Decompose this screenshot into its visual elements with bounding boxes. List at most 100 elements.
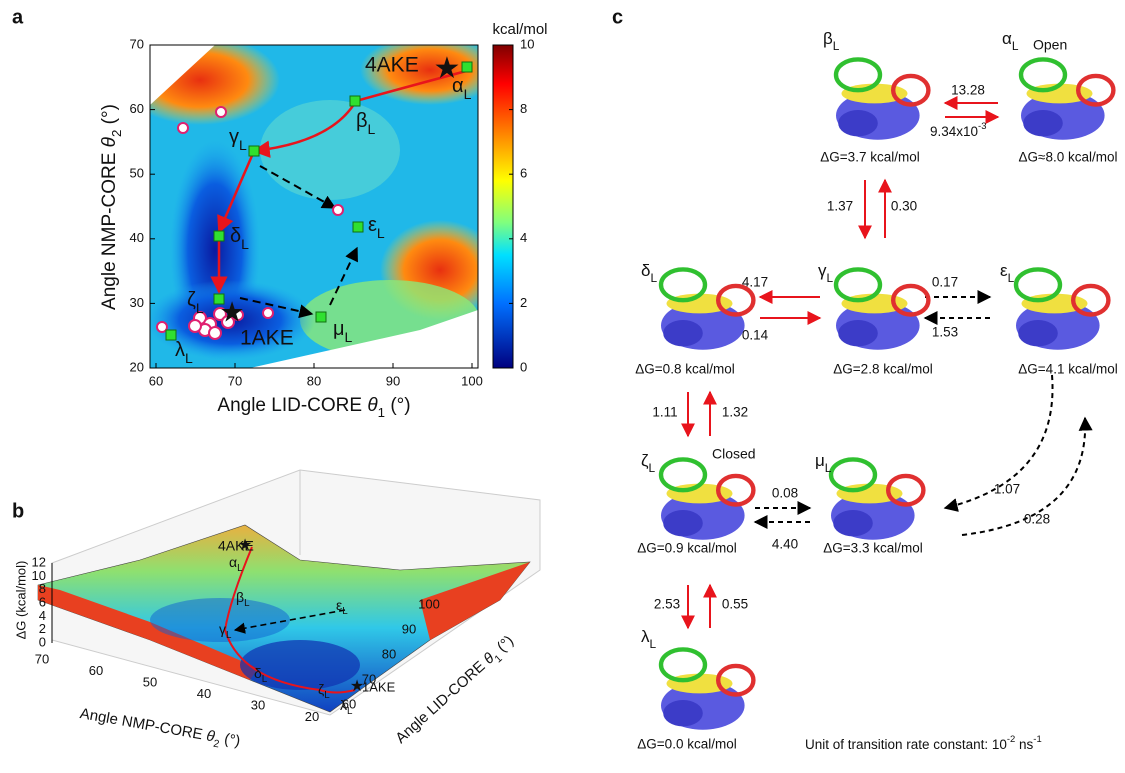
colorbar — [493, 45, 513, 368]
lid-tick-label: 100 — [418, 596, 440, 611]
colorbar-tick-label: 4 — [520, 230, 527, 245]
contour-map-part: ★ — [219, 296, 244, 327]
rate-label: 4.40 — [772, 537, 798, 552]
state-label-part: δ — [230, 225, 241, 247]
rate-label: 0.17 — [932, 275, 958, 290]
state-label: βL — [823, 29, 840, 53]
contour-map-part-part — [263, 308, 273, 318]
state-label: γL — [818, 261, 834, 285]
state-label-part: L — [650, 271, 657, 285]
rate-label: 1.53 — [932, 325, 958, 340]
nmp-axis-title-part: Angle NMP-CORE — [79, 705, 208, 744]
rate-label: 0.55 — [722, 597, 748, 612]
rate-label: 1.07 — [994, 482, 1020, 497]
unit-note-part: ns — [1015, 737, 1033, 752]
state-label-part: δ — [641, 261, 650, 280]
closed-tag: Closed — [712, 446, 756, 462]
state-label-part: L — [649, 461, 656, 475]
rate-label: 9.34x10-3 — [930, 121, 986, 139]
state-label-part: L — [244, 598, 250, 609]
protein-structures-part — [661, 649, 753, 729]
state-label-part: β — [823, 29, 833, 48]
contour-map: ★ ★ — [120, 35, 500, 368]
colorbar-tick-label: 6 — [520, 166, 527, 181]
nmp-tick-label: 30 — [251, 697, 265, 712]
contour-map-part-part — [178, 123, 188, 133]
state-label-part: L — [196, 300, 204, 316]
colorbar-tick-label: 8 — [520, 101, 527, 116]
contour-map-part-part — [216, 107, 226, 117]
lid-axis-title-part: Angle LID-CORE — [392, 655, 491, 747]
rate-label: 0.30 — [891, 199, 917, 214]
rate-label: 0.08 — [772, 486, 798, 501]
rate-label-part: -3 — [978, 121, 986, 132]
x-tick-label: 100 — [461, 373, 483, 388]
panel-label: b — [12, 500, 24, 522]
y-tick-label: 20 — [130, 359, 144, 374]
state-label-part: ζ — [187, 289, 196, 311]
rate-label: 1.11 — [652, 405, 677, 420]
nmp-axis-title: Angle NMP-CORE θ2 (°) — [78, 705, 242, 754]
state-label: δL — [641, 261, 657, 285]
unit-note: Unit of transition rate constant: 10-2 n… — [805, 734, 1042, 752]
y-axis-title-part: 2 — [109, 130, 124, 137]
open-tag: Open — [1033, 37, 1067, 53]
protein-structures-part — [661, 269, 753, 349]
rate-label: 13.28 — [951, 83, 985, 98]
state-label-part: L — [345, 329, 353, 345]
protein-structures-part — [831, 459, 923, 539]
nmp-tick-label: 20 — [305, 709, 319, 724]
x-axis-title-part: Angle LID-CORE — [217, 395, 367, 416]
contour-map-part-part — [316, 312, 326, 322]
colorbar-tick-label: 10 — [520, 36, 534, 51]
z-axis-title: ΔG (kcal/mol) — [13, 561, 28, 640]
protein-structures-part — [661, 459, 753, 539]
state-label-part: L — [185, 350, 193, 366]
unit-note-part: -2 — [1007, 734, 1015, 745]
rate-label-part: 9.34x10 — [930, 124, 978, 139]
structure-label: 4AKE — [365, 54, 419, 77]
state-label-part: α — [1002, 29, 1012, 48]
unit-note-part: -1 — [1033, 734, 1041, 745]
contour-map-part-part — [249, 146, 259, 156]
colorbar-tick-label: 0 — [520, 359, 527, 374]
rate-label: 0.28 — [1024, 512, 1050, 527]
colorbar-tick-label: 2 — [520, 295, 527, 310]
y-tick-label: 50 — [130, 166, 144, 181]
rate-label: 4.17 — [742, 275, 768, 290]
contour-map-part-part — [209, 327, 221, 339]
protein-structures-part — [836, 59, 928, 139]
state-label-part: L — [650, 637, 657, 651]
lid-tick-label: 90 — [402, 621, 416, 636]
energy-label: ΔG=2.8 kcal/mol — [833, 362, 932, 377]
colorbar-title: kcal/mol — [492, 21, 547, 38]
x-tick-label: 80 — [307, 373, 321, 388]
state-label-part: L — [324, 690, 330, 701]
state-label-part: λ — [175, 339, 185, 361]
y-tick-label: 30 — [130, 295, 144, 310]
state-label-part: L — [1008, 271, 1015, 285]
y-tick-label: 40 — [130, 230, 144, 245]
y-axis-title-part: Angle NMP-CORE — [99, 147, 120, 310]
state-label-part: L — [827, 271, 834, 285]
state-label-part: L — [347, 706, 353, 717]
y-tick-label: 60 — [130, 101, 144, 116]
protein-structures-part — [1016, 269, 1108, 349]
x-axis-title-part: 1 — [378, 405, 385, 420]
structure-label: 4AKE — [218, 538, 254, 554]
nmp-tick-label: 50 — [143, 674, 157, 689]
state-label-part: ε — [368, 214, 377, 236]
rate-label: 1.32 — [722, 405, 748, 420]
y-axis-title: Angle NMP-CORE θ2 (°) — [99, 104, 124, 310]
contour-map-part-part — [353, 222, 363, 232]
energy-label: ΔG=0.9 kcal/mol — [637, 541, 736, 556]
contour-map-part-part — [333, 205, 343, 215]
rate-label: 2.53 — [654, 597, 680, 612]
y-tick-label: 70 — [130, 36, 144, 51]
state-label: μL — [815, 451, 832, 475]
state-label-part: β — [236, 589, 244, 605]
energy-label: ΔG=0.8 kcal/mol — [635, 362, 734, 377]
state-label-part: μ — [333, 318, 345, 340]
protein-structures-part — [1021, 59, 1113, 139]
unit-note-part: Unit of transition rate constant: 10 — [805, 737, 1007, 752]
